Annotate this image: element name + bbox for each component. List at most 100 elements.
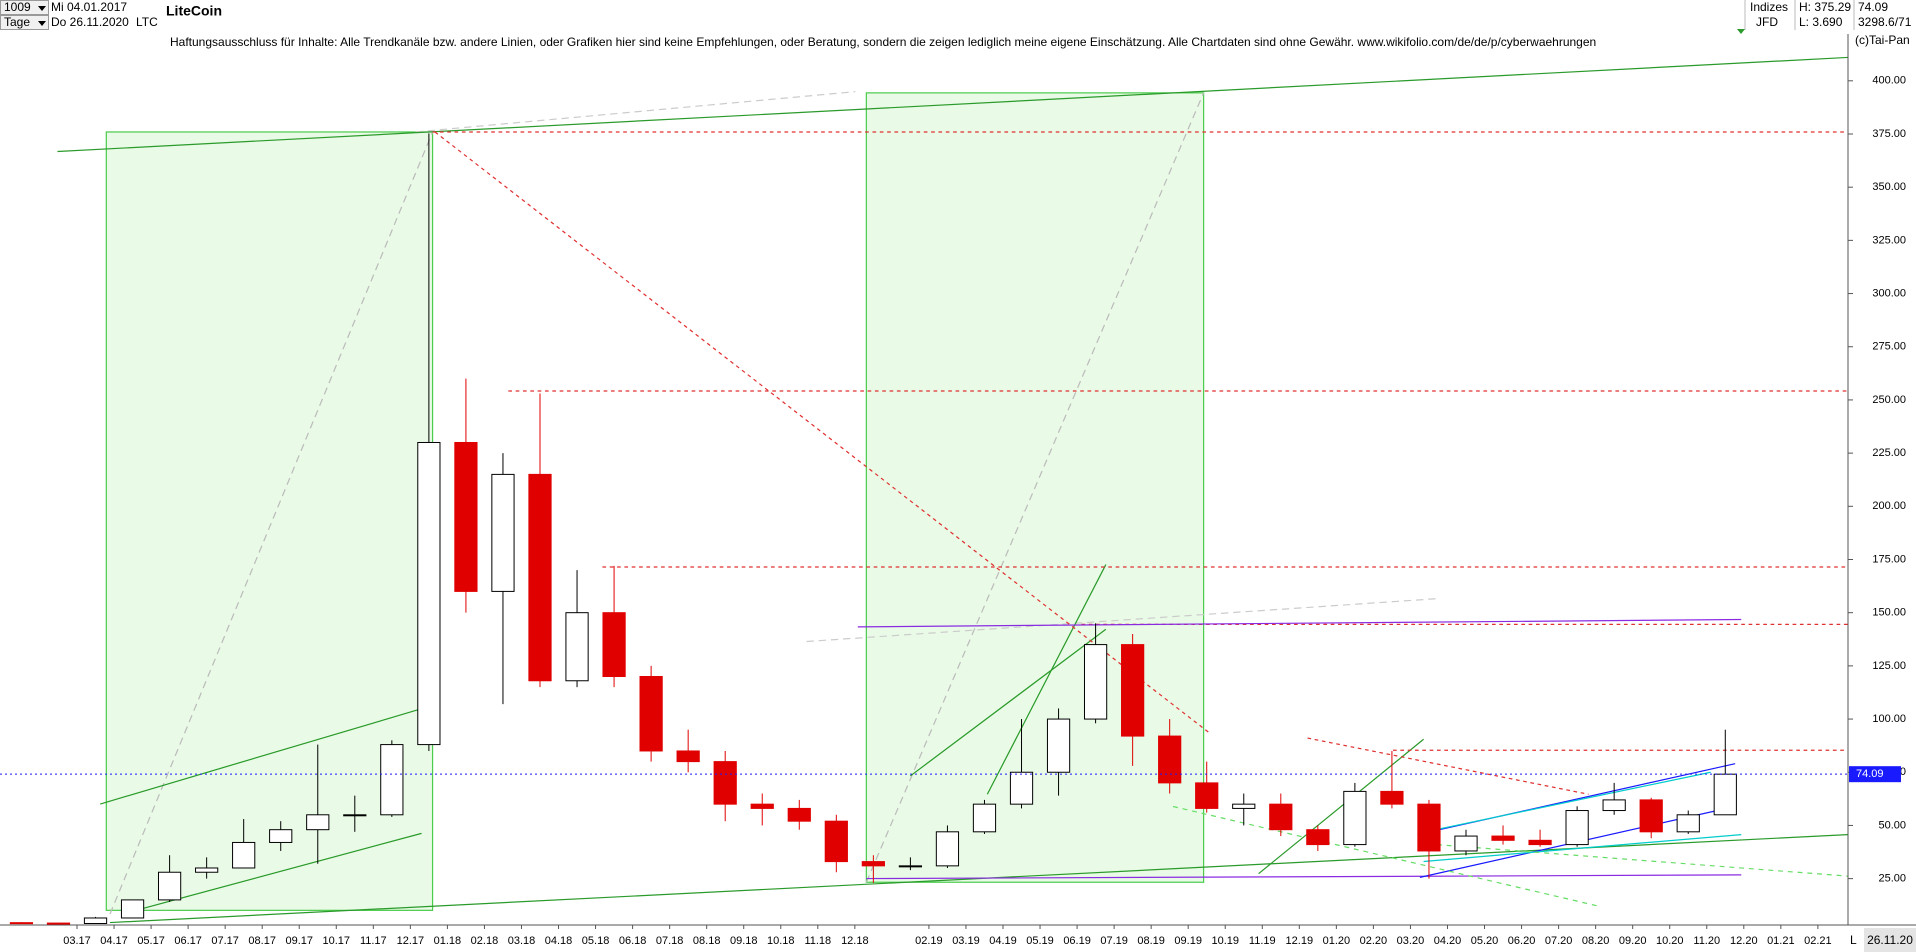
- period-box[interactable]: [0, 15, 49, 30]
- candle-body: [898, 865, 923, 868]
- candle-body: [83, 917, 108, 925]
- candle-body: [1343, 790, 1367, 846]
- trend-line: [57, 56, 1848, 153]
- candle-body: [1306, 829, 1330, 846]
- x-tick-label: 12.17: [397, 935, 425, 947]
- candle-body: [454, 441, 478, 592]
- candle-body: [861, 861, 885, 867]
- x-tick-label: 08.18: [693, 935, 721, 947]
- helper-line: [415, 91, 856, 133]
- candle-body: [306, 814, 330, 831]
- candle-body: [1491, 835, 1515, 841]
- y-tick-label: 375.00: [1872, 128, 1906, 140]
- x-tick-label: 01.20: [1323, 935, 1351, 947]
- drawings: [57, 56, 1848, 924]
- x-tick-label: 12.19: [1286, 935, 1314, 947]
- x-tick-label: 11.20: [1693, 935, 1720, 947]
- scale-mode: L: [1850, 933, 1857, 947]
- trend-line: [1417, 842, 1848, 877]
- x-tick-label: 02.20: [1360, 935, 1388, 947]
- candle-body: [491, 473, 515, 592]
- y-tick-label: 100.00: [1872, 713, 1906, 725]
- last: 74.09: [1858, 0, 1888, 14]
- trend-line: [122, 832, 422, 915]
- x-tick-label: 04.19: [989, 935, 1017, 947]
- end-label: 26.11.20: [1867, 933, 1913, 947]
- x-tick-label: 03.17: [63, 935, 91, 947]
- counter: 3298.6/71: [1858, 15, 1912, 29]
- x-tick-label: 02.19: [915, 935, 943, 947]
- y-tick-label: 275.00: [1872, 341, 1906, 353]
- candle-body: [195, 867, 219, 873]
- dropdown-icon: [38, 6, 46, 11]
- x-tick-label: 05.19: [1026, 935, 1054, 947]
- x-tick-label: 12.20: [1730, 935, 1758, 947]
- x-tick-label: 10.17: [323, 935, 351, 947]
- x-tick-label: 01.18: [434, 935, 462, 947]
- candle-body: [1158, 735, 1182, 784]
- candle-body: [120, 899, 145, 919]
- high: H: 375.29: [1799, 0, 1851, 14]
- x-tick-label: 09.20: [1619, 935, 1647, 947]
- trend-line: [1172, 805, 1601, 908]
- helper-line: [806, 598, 1436, 643]
- candle-body: [232, 841, 256, 869]
- x-tick-label: 11.19: [1249, 935, 1276, 947]
- candle-body: [1083, 644, 1108, 720]
- x-tick-label: 03.19: [952, 935, 980, 947]
- candle-body: [713, 761, 737, 805]
- candle-body: [602, 612, 626, 678]
- candle-body: [639, 676, 663, 752]
- trend-line: [1429, 771, 1711, 832]
- trend-line: [857, 618, 1742, 628]
- x-tick-label: 02.18: [471, 935, 499, 947]
- candle-body: [528, 473, 552, 682]
- y-tick-label: 125.00: [1872, 660, 1906, 672]
- x-tick-label: 03.18: [508, 935, 536, 947]
- trend-line: [434, 131, 1211, 734]
- last-price-label: 74.09: [1856, 768, 1884, 780]
- x-tick-label: 04.18: [545, 935, 573, 947]
- trend-line: [986, 564, 1107, 795]
- candle-body: [1528, 839, 1552, 846]
- candle-body: [343, 814, 367, 817]
- candle-body: [1121, 644, 1145, 737]
- x-tick-label: 07.17: [211, 935, 239, 947]
- x-tick-label: 10.20: [1656, 935, 1684, 947]
- copyright: (c)Tai-Pan: [1855, 33, 1910, 47]
- candle-body: [824, 820, 848, 863]
- x-tick-label: 10.18: [767, 935, 795, 947]
- candle-body: [1417, 803, 1441, 852]
- candle-body: [1565, 810, 1589, 846]
- trend-line: [909, 628, 1107, 777]
- trend-line: [866, 874, 1742, 880]
- x-tick-label: 04.20: [1434, 935, 1462, 947]
- x-tick-label: 12.18: [841, 935, 869, 947]
- period: Tage: [4, 15, 30, 29]
- last-price-box: [1849, 766, 1901, 783]
- start-date: Mi 04.01.2017: [51, 0, 127, 14]
- disclaimer: Haftungsausschluss für Inhalte: Alle Tre…: [170, 35, 1596, 49]
- y-tick-label: 175.00: [1872, 553, 1906, 565]
- y-tick-label: 225.00: [1872, 447, 1906, 459]
- marker-icon: [1737, 29, 1745, 34]
- y-tick-label: 150.00: [1872, 607, 1906, 619]
- group: Indizes: [1750, 0, 1788, 14]
- candle-body: [9, 922, 34, 925]
- candle-body: [972, 803, 997, 833]
- symbol: LTC: [136, 15, 158, 29]
- x-tick-label: 05.17: [137, 935, 165, 947]
- candle-body: [1232, 803, 1256, 809]
- x-tick-label: 06.17: [174, 935, 202, 947]
- x-tick-label: 08.17: [248, 935, 276, 947]
- end-label-box: [1864, 928, 1916, 952]
- y-tick-label: 250.00: [1872, 394, 1906, 406]
- x-tick-label: 09.17: [285, 935, 313, 947]
- candle-body: [787, 807, 811, 822]
- candle-body: [1269, 803, 1293, 831]
- count-box[interactable]: [0, 0, 49, 15]
- x-tick-label: 01.21: [1767, 935, 1795, 947]
- x-tick-label: 06.19: [1063, 935, 1091, 947]
- y-tick-label: 350.00: [1872, 181, 1906, 193]
